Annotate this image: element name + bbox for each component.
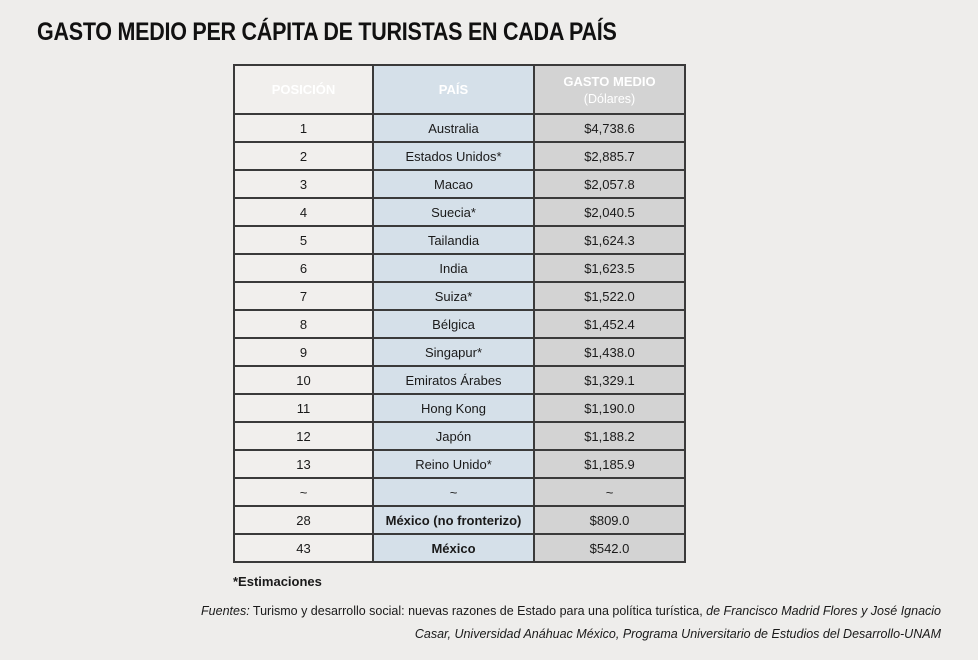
cell-country: Suiza* — [372, 281, 535, 311]
cell-position: 2 — [233, 141, 374, 171]
cell-position: 28 — [233, 505, 374, 535]
cell-country: Reino Unido* — [372, 449, 535, 479]
table-row: 6 India $1,623.5 — [233, 253, 686, 283]
cell-position: 11 — [233, 393, 374, 423]
cell-spend: $1,438.0 — [533, 337, 686, 367]
cell-position: 8 — [233, 309, 374, 339]
source-title: Turismo y desarrollo social: nuevas razo… — [249, 604, 703, 618]
spending-table: POSICIÓN PAÍS GASTO MEDIO (Dólares) 1 Aus… — [233, 64, 686, 563]
cell-country: Bélgica — [372, 309, 535, 339]
cell-position: ~ — [233, 477, 374, 507]
cell-position: 5 — [233, 225, 374, 255]
source-authors: de Francisco Madrid Flores y José Ignaci… — [414, 604, 941, 641]
table-row: 10 Emiratos Árabes $1,329.1 — [233, 365, 686, 395]
table-row: 1 Australia $4,738.6 — [233, 113, 686, 143]
cell-position: 7 — [233, 281, 374, 311]
cell-spend: $1,188.2 — [533, 421, 686, 451]
cell-country: Suecia* — [372, 197, 535, 227]
cell-position: 6 — [233, 253, 374, 283]
cell-spend: $2,040.5 — [533, 197, 686, 227]
cell-spend: $2,885.7 — [533, 141, 686, 171]
cell-position: 10 — [233, 365, 374, 395]
table-row: 12 Japón $1,188.2 — [233, 421, 686, 451]
cell-country: Hong Kong — [372, 393, 535, 423]
cell-spend: $4,738.6 — [533, 113, 686, 143]
table-row: 3 Macao $2,057.8 — [233, 169, 686, 199]
cell-country: Singapur* — [372, 337, 535, 367]
cell-position: 13 — [233, 449, 374, 479]
table-row: 2 Estados Unidos* $2,885.7 — [233, 141, 686, 171]
table-row: ~ ~ ~ — [233, 477, 686, 507]
table-row: 5 Tailandia $1,624.3 — [233, 225, 686, 255]
table-row: 4 Suecia* $2,040.5 — [233, 197, 686, 227]
cell-spend: ~ — [533, 477, 686, 507]
cell-country: México — [372, 533, 535, 563]
header-country: PAÍS — [372, 64, 535, 115]
cell-spend: $2,057.8 — [533, 169, 686, 199]
cell-spend: $1,190.0 — [533, 393, 686, 423]
table-row: 7 Suiza* $1,522.0 — [233, 281, 686, 311]
cell-position: 3 — [233, 169, 374, 199]
cell-position: 9 — [233, 337, 374, 367]
cell-country: India — [372, 253, 535, 283]
cell-position: 1 — [233, 113, 374, 143]
header-spend: GASTO MEDIO (Dólares) — [533, 64, 686, 115]
table-header-row: POSICIÓN PAÍS GASTO MEDIO (Dólares) — [233, 64, 686, 115]
cell-country: Emiratos Árabes — [372, 365, 535, 395]
header-position: POSICIÓN — [233, 64, 374, 115]
source-citation: Fuentes: Turismo y desarrollo social: nu… — [181, 600, 941, 646]
cell-country: ~ — [372, 477, 535, 507]
cell-spend: $1,185.9 — [533, 449, 686, 479]
cell-country: Japón — [372, 421, 535, 451]
cell-spend: $809.0 — [533, 505, 686, 535]
cell-spend: $1,623.5 — [533, 253, 686, 283]
cell-spend: $542.0 — [533, 533, 686, 563]
cell-spend: $1,329.1 — [533, 365, 686, 395]
cell-country: Tailandia — [372, 225, 535, 255]
cell-spend: $1,522.0 — [533, 281, 686, 311]
header-spend-label: GASTO MEDIO — [563, 73, 656, 89]
page-title: GASTO MEDIO PER CÁPITA DE TURISTAS EN CA… — [37, 18, 617, 46]
cell-position: 12 — [233, 421, 374, 451]
table-row: 13 Reino Unido* $1,185.9 — [233, 449, 686, 479]
table-row: 43 México $542.0 — [233, 533, 686, 563]
cell-country: Macao — [372, 169, 535, 199]
cell-position: 43 — [233, 533, 374, 563]
cell-country: Australia — [372, 113, 535, 143]
table-row: 28 México (no fronterizo) $809.0 — [233, 505, 686, 535]
cell-spend: $1,624.3 — [533, 225, 686, 255]
cell-country: México (no fronterizo) — [372, 505, 535, 535]
cell-spend: $1,452.4 — [533, 309, 686, 339]
footnote: *Estimaciones — [233, 574, 322, 589]
cell-country: Estados Unidos* — [372, 141, 535, 171]
header-spend-unit: (Dólares) — [583, 91, 636, 106]
table-row: 9 Singapur* $1,438.0 — [233, 337, 686, 367]
source-label: Fuentes: — [201, 604, 250, 618]
table-row: 11 Hong Kong $1,190.0 — [233, 393, 686, 423]
cell-position: 4 — [233, 197, 374, 227]
table-row: 8 Bélgica $1,452.4 — [233, 309, 686, 339]
